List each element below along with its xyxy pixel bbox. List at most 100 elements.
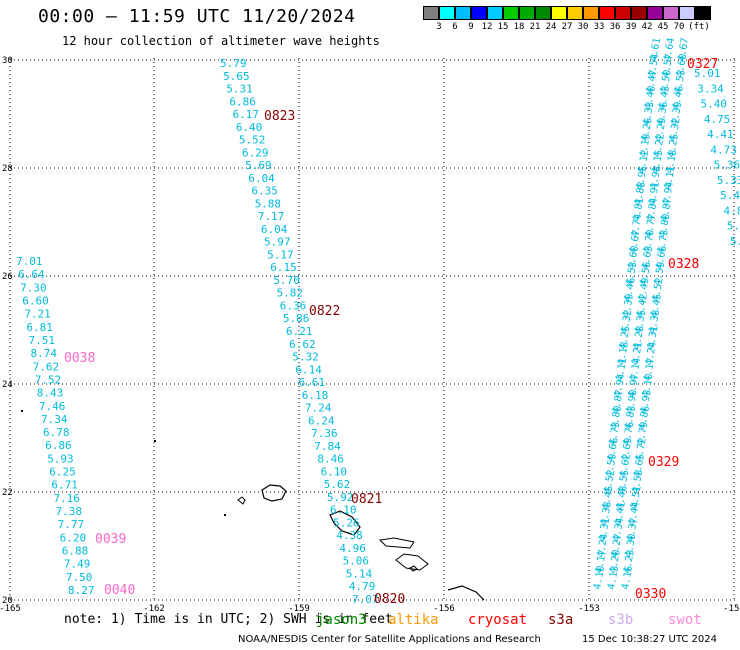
- satellite-legend-item: jason3: [316, 612, 367, 628]
- swh-value: 5.65: [223, 70, 250, 83]
- swh-value: 5.32: [292, 351, 319, 364]
- swh-value-dense: 4.52: [651, 277, 666, 303]
- swh-value: 6.24: [308, 414, 335, 427]
- swh-value-dense: 4.10: [592, 565, 607, 591]
- swh-value-dense: 4.60: [674, 53, 689, 79]
- color-scale-label: 36: [609, 22, 621, 32]
- pass-label: 0330: [635, 587, 666, 602]
- swh-value: 5.06: [343, 555, 370, 568]
- swh-value: 7.46: [39, 400, 66, 413]
- swh-value: 5.93: [47, 452, 73, 465]
- swh-value-dense: 4.76: [621, 421, 636, 447]
- swh-value: 5.33: [717, 174, 740, 187]
- color-swatch: [551, 6, 567, 20]
- swh-value-dense: 4.61: [648, 37, 663, 63]
- lat-tick-label: 24: [2, 380, 13, 390]
- swh-value-dense: 4.50: [659, 69, 674, 95]
- lon-tick-label: -153: [578, 604, 600, 614]
- swh-value: 5.52: [239, 134, 266, 147]
- swh-value: 6.61: [299, 376, 326, 389]
- swh-value-dense: 4.70: [642, 229, 657, 255]
- page-title: 00:00 – 11:59 UTC 11/20/2024: [38, 6, 356, 27]
- swh-value: 5.86: [283, 312, 310, 325]
- color-swatch: [679, 6, 695, 20]
- color-scale-label: 24: [545, 22, 557, 32]
- swh-value: 7.51: [28, 334, 55, 347]
- swh-value: 6.21: [286, 325, 313, 338]
- swh-value-dense: 4.11: [663, 165, 678, 191]
- swh-value-dense: 4.56: [638, 261, 653, 287]
- swh-value-dense: 4.59: [604, 453, 619, 479]
- color-swatch: [423, 6, 439, 20]
- swh-value-dense: 4.26: [640, 117, 655, 143]
- swh-value-dense: 4.23: [622, 549, 637, 575]
- swh-value: 6.20: [60, 531, 87, 544]
- swh-value: 7.50: [66, 571, 93, 584]
- swh-value: 5.26: [333, 516, 360, 529]
- swh-value-dense: 4.66: [654, 245, 669, 271]
- swh-value: 6.17: [233, 108, 259, 121]
- swh-value-dense: 4.38: [599, 501, 614, 527]
- swh-value-dense: 4.25: [618, 325, 633, 351]
- swh-value-dense: 4.45: [649, 293, 664, 319]
- lat-tick-label: 26: [2, 272, 13, 282]
- swh-value: 5.62: [324, 478, 351, 491]
- swh-value: 8.46: [317, 453, 344, 466]
- swh-value: 6.29: [242, 146, 269, 159]
- swh-value-dense: 4.24: [644, 341, 659, 367]
- color-scale-label: (ft): [688, 22, 710, 32]
- swh-value-dense: 4.53: [673, 69, 688, 95]
- swh-value: 7.49: [64, 558, 90, 571]
- color-swatch: [567, 6, 583, 20]
- swh-value-dense: 4.66: [606, 437, 621, 463]
- swh-value: 8.43: [37, 387, 64, 400]
- swh-value: 6.10: [330, 504, 357, 517]
- swh-value-dense: 4.14: [628, 357, 643, 383]
- lon-tick-label: -150: [723, 604, 740, 614]
- swh-value-dense: 4.90: [625, 389, 640, 415]
- pass-label: 0038: [64, 351, 95, 366]
- color-scale-label: 21: [529, 22, 541, 32]
- swh-value: 6.40: [236, 121, 263, 134]
- color-scale-label: 18: [513, 22, 525, 32]
- swh-value-dense: 4.59: [652, 261, 667, 287]
- color-scale-label: 33: [593, 22, 605, 32]
- swh-value-dense: 4.16: [620, 565, 635, 591]
- swh-value: 6.62: [289, 338, 316, 351]
- swh-value: 7.21: [24, 308, 51, 321]
- swh-value: 6.35: [251, 185, 278, 198]
- swh-value: 5.31: [226, 83, 253, 96]
- swh-value: 6.25: [49, 466, 76, 479]
- color-swatch: [615, 6, 631, 20]
- lon-tick-label: -165: [0, 604, 21, 614]
- swh-value: 6.18: [302, 389, 329, 402]
- pass-label: 0040: [104, 583, 135, 598]
- swh-value: 6.86: [45, 439, 71, 452]
- swh-value: 5.01: [694, 67, 721, 80]
- swh-value-dense: 4.34: [611, 517, 626, 543]
- swh-value-dense: 4.95: [635, 165, 650, 191]
- swh-value-dense: 4.31: [646, 325, 661, 351]
- color-swatch: [663, 6, 679, 20]
- swh-value-dense: 4.47: [645, 69, 660, 95]
- swh-value: 6.64: [18, 268, 45, 281]
- island-dot: [21, 410, 23, 412]
- lat-tick-label: 28: [2, 164, 13, 174]
- swh-value-dense: 4.22: [652, 133, 667, 159]
- swh-value: 7.62: [33, 360, 60, 373]
- satellite-legend-item: cryosat: [468, 612, 528, 628]
- color-swatch: [647, 6, 663, 20]
- pass-label: 0039: [95, 532, 126, 547]
- swh-value: 5.88: [255, 197, 281, 210]
- pass-label: 0821: [351, 492, 382, 507]
- swh-value-dense: 4.74: [629, 213, 644, 239]
- color-swatch: [487, 6, 503, 20]
- swh-value-dense: 4.24: [596, 533, 611, 559]
- color-swatch: [439, 6, 455, 20]
- swh-value: 7.24: [305, 402, 332, 415]
- satellite-legend-item: altika: [388, 612, 439, 628]
- satellite-legend-item: s3a: [548, 612, 574, 628]
- color-scale-label: 42: [641, 22, 653, 32]
- swh-value-dense: 4.31: [597, 517, 612, 543]
